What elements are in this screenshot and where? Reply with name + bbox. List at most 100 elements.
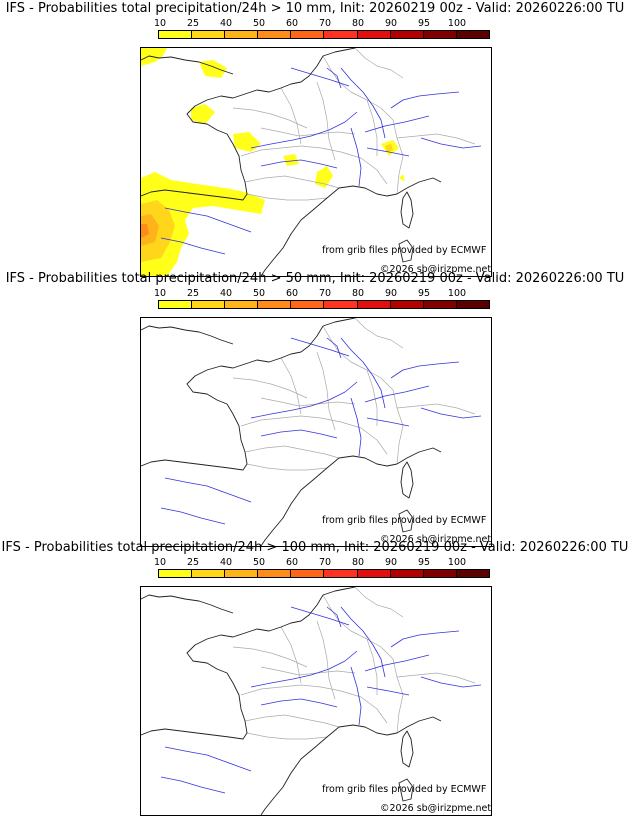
coastline bbox=[398, 778, 414, 802]
scale-label: 100 bbox=[447, 288, 467, 299]
border-line bbox=[280, 87, 302, 145]
river-line bbox=[290, 67, 350, 87]
scale-swatch bbox=[159, 301, 193, 308]
border-line bbox=[316, 620, 336, 700]
scale-label: 60 bbox=[285, 288, 299, 299]
river-line bbox=[260, 429, 338, 439]
border-line bbox=[260, 666, 356, 676]
border-line bbox=[316, 351, 336, 431]
coastline bbox=[260, 455, 398, 546]
scale-swatch bbox=[390, 570, 424, 577]
coastline bbox=[141, 594, 324, 740]
coastline bbox=[141, 55, 234, 75]
scale-label: 10 bbox=[153, 288, 167, 299]
river-line bbox=[420, 676, 482, 688]
scale-labels: 10 25 40 50 60 70 80 90 95 100 bbox=[154, 288, 490, 300]
river-line bbox=[260, 698, 338, 708]
coastline bbox=[260, 724, 398, 815]
scale-swatch bbox=[357, 31, 391, 38]
scale-swatch bbox=[159, 31, 193, 38]
coastline bbox=[396, 177, 442, 195]
scale-label: 25 bbox=[186, 288, 200, 299]
panel-title: IFS - Probabilities total precipitation/… bbox=[5, 271, 625, 286]
scale-swatch bbox=[225, 570, 259, 577]
river-line bbox=[366, 417, 410, 427]
border-line bbox=[232, 646, 308, 668]
scale-swatch bbox=[258, 31, 292, 38]
border-line bbox=[396, 403, 476, 415]
river-line bbox=[364, 385, 430, 403]
scale-label: 25 bbox=[186, 18, 200, 29]
scale-label: 90 bbox=[384, 288, 398, 299]
panel-10mm: IFS - Probabilities total precipitation/… bbox=[0, 0, 630, 277]
river-line bbox=[160, 507, 226, 525]
scale-label: 10 bbox=[153, 557, 167, 568]
source-credit: from grib files provided by ECMWF bbox=[322, 515, 487, 526]
scale-swatch bbox=[456, 301, 489, 308]
scale-swatch bbox=[423, 31, 457, 38]
precipitation-map: from grib files provided by ECMWF ©2026 … bbox=[140, 586, 492, 816]
panel-title: IFS - Probabilities total precipitation/… bbox=[1, 540, 629, 555]
scale-swatch bbox=[423, 301, 457, 308]
scale-label: 90 bbox=[384, 18, 398, 29]
scale-label: 95 bbox=[417, 18, 431, 29]
scale-label: 70 bbox=[318, 557, 332, 568]
border-line bbox=[244, 175, 340, 189]
scale-swatch bbox=[192, 570, 226, 577]
border-line bbox=[280, 357, 302, 415]
coastline bbox=[141, 594, 234, 614]
scale-swatch bbox=[324, 31, 358, 38]
border-line bbox=[260, 397, 356, 407]
coastline bbox=[141, 325, 324, 471]
border-line bbox=[366, 99, 378, 156]
scale-swatch bbox=[390, 301, 424, 308]
river-line bbox=[390, 630, 460, 648]
scale-label: 40 bbox=[219, 288, 233, 299]
border-line bbox=[396, 133, 476, 145]
border-line bbox=[240, 145, 388, 185]
river-line bbox=[350, 397, 362, 457]
river-line bbox=[164, 477, 252, 503]
river-line bbox=[364, 115, 430, 133]
scale-swatch bbox=[192, 31, 226, 38]
source-credit: from grib files provided by ECMWF bbox=[322, 784, 487, 795]
river-line bbox=[350, 666, 362, 726]
border-line bbox=[240, 684, 388, 724]
coastline bbox=[400, 191, 414, 229]
panel-50mm: IFS - Probabilities total precipitation/… bbox=[0, 270, 630, 547]
map-canvas bbox=[141, 587, 482, 815]
precipitation-area bbox=[283, 154, 299, 166]
scale-swatch bbox=[423, 570, 457, 577]
border-line bbox=[246, 732, 328, 740]
border-line bbox=[354, 318, 404, 349]
precipitation-area bbox=[191, 104, 215, 124]
map-canvas bbox=[141, 318, 482, 546]
source-credit: from grib files provided by ECMWF bbox=[322, 245, 487, 256]
coastline bbox=[260, 185, 398, 276]
coastline bbox=[400, 461, 414, 499]
scale-label: 40 bbox=[219, 557, 233, 568]
scale-bar bbox=[158, 300, 490, 309]
precipitation-map: from grib files provided by ECMWF ©2026 … bbox=[140, 317, 492, 547]
river-line bbox=[420, 137, 482, 149]
scale-swatch bbox=[456, 31, 489, 38]
probability-scale: 10 25 40 50 60 70 80 90 95 100 bbox=[154, 18, 490, 46]
coastline bbox=[398, 239, 414, 263]
scale-bar bbox=[158, 569, 490, 578]
precipitation-area bbox=[141, 224, 149, 238]
river-line bbox=[366, 686, 410, 696]
panel-100mm: IFS - Probabilities total precipitation/… bbox=[0, 539, 630, 816]
border-line bbox=[354, 587, 404, 618]
scale-swatch bbox=[324, 301, 358, 308]
copyright-credit: ©2026 sb@irizpme.net bbox=[380, 534, 492, 545]
scale-swatch bbox=[258, 301, 292, 308]
precipitation-map: from grib files provided by ECMWF ©2026 … bbox=[140, 47, 492, 277]
river-line bbox=[160, 776, 226, 794]
border-line bbox=[246, 463, 328, 471]
scale-label: 50 bbox=[252, 288, 266, 299]
river-line bbox=[290, 606, 350, 626]
river-line bbox=[390, 361, 460, 379]
coastline bbox=[322, 48, 356, 57]
scale-swatch bbox=[225, 301, 259, 308]
river-line bbox=[340, 337, 386, 409]
